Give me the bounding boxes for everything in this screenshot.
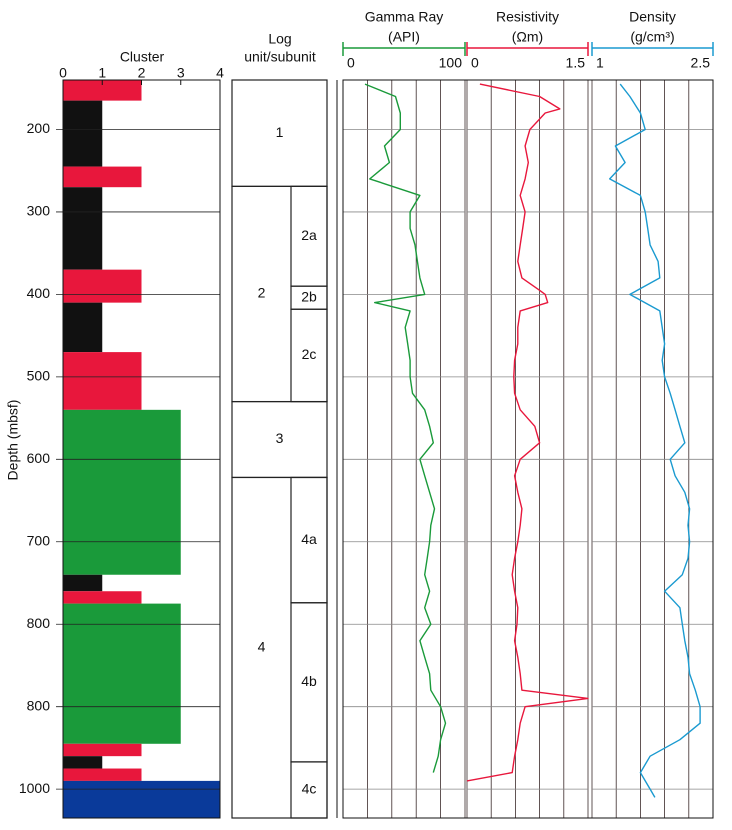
log-curve (466, 83, 589, 782)
cluster-bar (63, 80, 142, 101)
y-tick-label: 600 (27, 450, 51, 466)
unit-label: 3 (276, 430, 284, 446)
cluster-bar (63, 409, 181, 575)
cluster-bar (63, 166, 142, 188)
subunit-label: 4b (301, 673, 317, 689)
unit-box (231, 476, 328, 819)
unit-label: 1 (276, 124, 284, 140)
cluster-bar (63, 302, 103, 353)
cluster-bar (63, 780, 220, 818)
y-tick-label: 300 (27, 203, 51, 219)
track-title: Resistivity (496, 9, 559, 25)
log-curve (609, 83, 701, 798)
subunit-label: 4a (301, 531, 317, 547)
cluster-bar (63, 743, 142, 757)
x-tick-label: 0 (347, 55, 355, 71)
track-title: (g/cm³) (630, 29, 674, 45)
cluster-bar (63, 756, 103, 769)
x-tick-label: 100 (439, 55, 463, 71)
x-tick-label: 3 (177, 65, 185, 81)
y-tick-label: 800 (27, 615, 51, 631)
track-title: Gamma Ray (365, 9, 444, 25)
x-tick-label: 0 (59, 65, 67, 81)
cluster-bar (63, 768, 142, 781)
track-title: (Ωm) (512, 29, 543, 45)
x-tick-label: 1 (596, 55, 604, 71)
cluster-bar (63, 100, 103, 167)
track-title: Density (629, 9, 676, 25)
subunit-box (290, 761, 328, 819)
x-tick-label: 1.5 (566, 55, 586, 71)
cluster-bar (63, 591, 142, 604)
x-tick-label: 2 (138, 65, 146, 81)
y-tick-label: 700 (27, 532, 51, 548)
subunit-label: 4c (302, 781, 317, 797)
cluster-bar (63, 352, 142, 410)
x-tick-label: 1 (98, 65, 106, 81)
unit-label: 4 (258, 638, 266, 654)
cluster-bar (63, 603, 181, 744)
y-tick-label: 500 (27, 368, 51, 384)
x-tick-label: 4 (216, 65, 224, 81)
y-tick-label: 200 (27, 120, 51, 136)
log-curve (364, 83, 447, 773)
subunit-label: 2c (302, 346, 317, 362)
cluster-frame (62, 79, 221, 819)
y-tick-label: 800 (27, 697, 51, 713)
cluster-bar (63, 574, 103, 592)
subunit-box (290, 308, 328, 403)
y-axis-label: Depth (mbsf) (5, 400, 21, 481)
subunit-label: 2b (301, 288, 317, 304)
track-title: (API) (388, 29, 420, 45)
subunit-label: 2a (301, 227, 317, 243)
units-title: Log (268, 31, 291, 47)
units-title: unit/subunit (244, 49, 316, 65)
unit-label: 2 (258, 285, 266, 301)
y-tick-label: 1000 (19, 780, 50, 796)
cluster-bar (63, 269, 142, 303)
cluster-bar (63, 187, 103, 270)
x-tick-label: 0 (471, 55, 479, 71)
x-tick-label: 2.5 (691, 55, 711, 71)
y-tick-label: 400 (27, 285, 51, 301)
log-frame (342, 79, 714, 819)
cluster-title: Cluster (120, 49, 165, 65)
